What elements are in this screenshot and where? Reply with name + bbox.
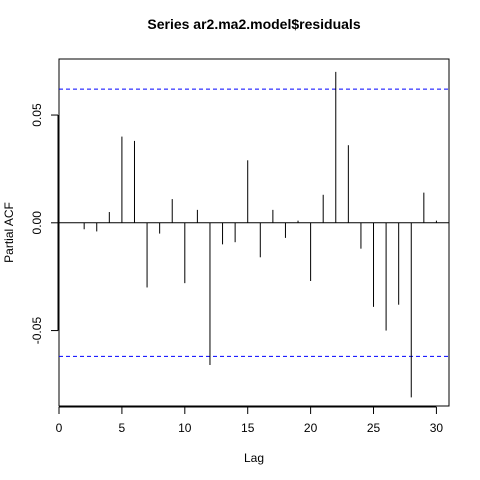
x-tick-label: 10 [178, 421, 192, 435]
x-tick-label: 30 [430, 421, 444, 435]
y-axis-label: Partial ACF [2, 202, 16, 263]
y-tick-label: 0.05 [30, 103, 44, 127]
x-tick-label: 5 [119, 421, 126, 435]
x-tick-label: 20 [304, 421, 318, 435]
x-axis: 0 5 10 15 20 25 30 [56, 406, 444, 435]
plot-frame [58, 58, 450, 407]
y-tick-label: -0.05 [30, 317, 44, 345]
x-tick-label: 15 [241, 421, 255, 435]
y-axis: -0.05 0.00 0.05 [30, 103, 59, 345]
confidence-bands [59, 88, 449, 357]
x-tick-label: 0 [56, 421, 63, 435]
pacf-bars [83, 71, 437, 398]
x-axis-label: Lag [244, 451, 264, 465]
x-tick-label: 25 [367, 421, 381, 435]
y-tick-label: 0.00 [30, 211, 44, 235]
chart-title: Series ar2.ma2.model$residuals [147, 16, 360, 32]
